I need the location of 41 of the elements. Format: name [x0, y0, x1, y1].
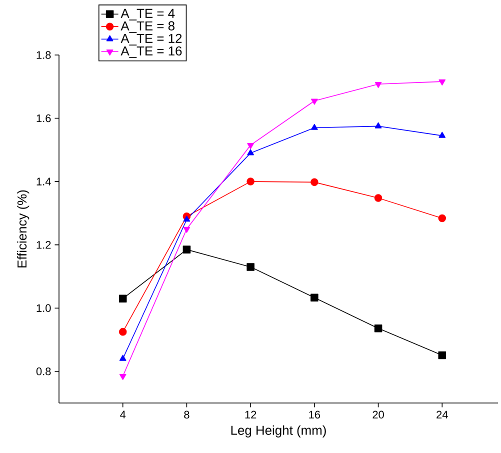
- y-tick-label: 1.8: [36, 51, 51, 59]
- point: [118, 294, 127, 302]
- y-tick-label: 1.4: [36, 178, 51, 186]
- y-tick-label: 0.8: [36, 367, 51, 376]
- point: [310, 294, 318, 302]
- point: [182, 246, 191, 254]
- point: [310, 178, 318, 186]
- point: [183, 226, 190, 233]
- point: [374, 122, 382, 128]
- point: [438, 79, 446, 86]
- x-tick-label: 4: [120, 410, 126, 418]
- x-tick-label: 12: [245, 410, 256, 418]
- point: [374, 324, 382, 332]
- point: [374, 82, 382, 88]
- point: [374, 194, 382, 202]
- x-tick-label: 16: [309, 410, 320, 419]
- point: [183, 216, 190, 222]
- point: [438, 351, 446, 360]
- point: [246, 263, 254, 271]
- x-tick-label: 8: [184, 410, 190, 419]
- y-tick-label: 1.6: [36, 114, 51, 122]
- point: [311, 98, 318, 105]
- x-axis-title: Leg Height (mm): [231, 425, 326, 438]
- point: [246, 178, 254, 186]
- point: [119, 354, 126, 361]
- point: [438, 132, 446, 138]
- y-tick-label: 1.0: [36, 304, 51, 312]
- point: [438, 214, 446, 222]
- y-axis-title: Efficiency (%): [17, 190, 30, 268]
- point: [119, 374, 126, 380]
- x-tick-label: 24: [436, 410, 448, 418]
- point: [311, 124, 318, 130]
- legend-label: A_TE = 4: [120, 8, 175, 20]
- point: [118, 328, 127, 336]
- legend-label: A_TE = 8: [120, 21, 174, 33]
- x-tick-label: 20: [372, 410, 384, 419]
- legend-label: A_TE = 16: [120, 46, 182, 58]
- legend-label: A_TE = 12: [120, 34, 182, 46]
- y-tick-label: 1.2: [36, 241, 51, 249]
- point: [247, 143, 254, 150]
- point: [247, 149, 254, 156]
